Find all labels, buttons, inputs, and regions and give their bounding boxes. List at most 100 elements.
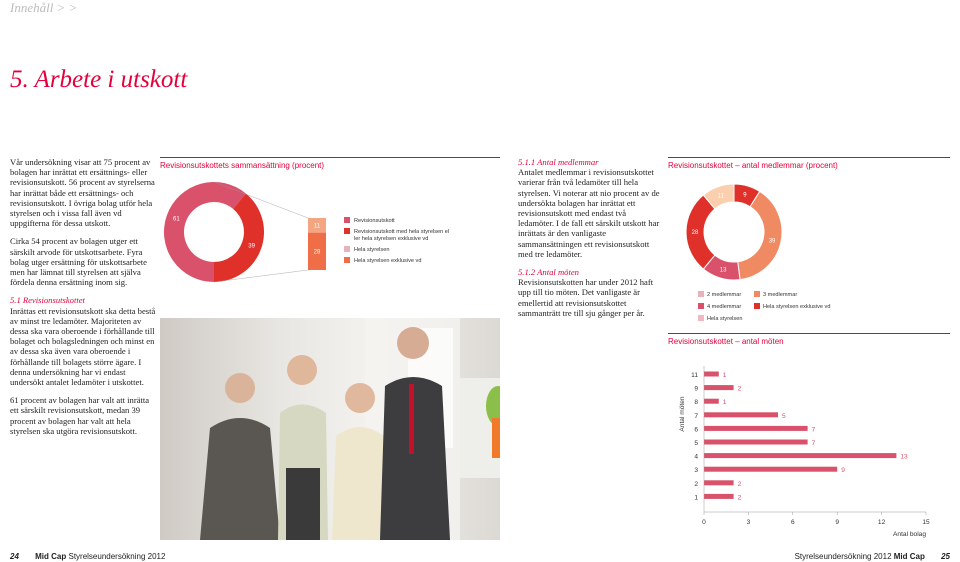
composition-chart-title: Revisionsutskottets sammansättning (proc… (160, 157, 500, 170)
legend-label-1: 3 medlemmar (763, 292, 797, 298)
bar-category-11: 11 (691, 372, 698, 379)
bar-category-9: 9 (694, 386, 698, 393)
bar-9 (704, 385, 734, 391)
footer-brand-right: Mid Cap (893, 552, 925, 561)
legend-swatch-2 (344, 246, 350, 252)
page-title: 5. Arbete i utskott (10, 66, 188, 93)
legend-swatch-3 (344, 257, 350, 263)
x-tick-label-15: 15 (922, 519, 930, 526)
x-tick-label-3: 3 (747, 519, 751, 526)
bar-value-3: 9 (841, 467, 845, 474)
breakdown-segment-0 (308, 218, 326, 233)
board-photo (160, 318, 500, 540)
breakdown-segment-1 (308, 232, 326, 270)
fee-paragraph: Cirka 54 procent av bolagen utger ett sä… (10, 236, 147, 288)
donut-label-1: 39 (769, 239, 776, 245)
footer-sub-left: Styrelseundersökning 2012 (68, 552, 166, 561)
donut-slice-3-medlemmar (737, 190, 783, 281)
bar-value-7: 5 (782, 413, 786, 420)
page-number-left: 24 (10, 552, 19, 561)
section-heading-5-1-2: 5.1.2 Antal möten (518, 267, 579, 278)
meetings-chart-title: Revisionsutskottet – antal möten (668, 333, 950, 346)
donut-label-4: 11 (718, 193, 725, 199)
donut-slice-4-medlemmar (685, 194, 716, 270)
footer-sub-right: Styrelseundersökning 2012 (794, 552, 892, 561)
footer-brand-left: Mid Cap (35, 552, 67, 561)
bar-7 (704, 412, 778, 418)
bar-category-3: 3 (694, 467, 698, 474)
donut-label-3: 28 (692, 230, 699, 236)
legend-swatch-0 (344, 217, 350, 223)
x-tick-label-0: 0 (702, 519, 706, 526)
bar-category-5: 5 (694, 440, 698, 447)
donut-slice-revisionsutskott (164, 182, 246, 282)
legend-label-2-0: Hela styrelsen (354, 247, 389, 253)
composition-chart-svg: 61 39 11 28 Revisionsutskott Revisionsutskott… (164, 181, 449, 283)
donut-slice-hela-styrelsen (214, 193, 264, 282)
intro-paragraph: Vår undersökning visar att 75 procent av… (10, 157, 155, 229)
bar-1 (704, 493, 734, 499)
bar-value-1: 2 (738, 494, 742, 501)
legend-swatch-3 (754, 303, 760, 309)
legend-swatch-1 (344, 228, 350, 234)
legend-label-1-1: ler hela styrelsen exklusive vd (354, 236, 428, 242)
legend-swatch-4 (698, 315, 704, 321)
middle-column: 5.1.1 Antal medlemmar Antalet medlemmar … (518, 157, 660, 326)
bar-value-2: 2 (738, 481, 742, 488)
legend-swatch-1 (754, 291, 760, 297)
x-axis-label: Antal bolag (893, 531, 926, 538)
legend-label-3-0: Hela styrelsen exklusive vd (354, 258, 421, 264)
bar-4 (704, 453, 897, 459)
bar-11 (704, 371, 719, 377)
donut-label-2: 13 (720, 267, 727, 273)
board-photo-illustration (200, 318, 500, 540)
legend-label-0-0: Revisionsutskott (354, 218, 395, 224)
footer-right: Styrelseundersökning 2012 Mid Cap 25 (795, 552, 950, 561)
bar-category-1: 1 (694, 494, 698, 501)
bar-2 (704, 480, 734, 486)
bar-5 (704, 439, 808, 445)
meetings-chart: Revisionsutskottet – antal möten 11 1 9 2 8 1… (668, 333, 950, 546)
bar-value-4: 13 (900, 454, 908, 461)
donut-label-0: 9 (743, 193, 747, 199)
x-tick-label-6: 6 (791, 519, 795, 526)
composition-chart: Revisionsutskottets sammansättning (proc… (160, 157, 500, 305)
bar-category-7: 7 (694, 413, 698, 420)
x-tick-label-9: 9 (835, 519, 839, 526)
legend-label-3: Hela styrelsen exklusive vd (763, 304, 830, 310)
page-number-right: 25 (941, 552, 950, 561)
legend-swatch-2 (698, 303, 704, 309)
donut-label-1: 39 (248, 244, 255, 250)
bar-value-6: 7 (812, 426, 816, 433)
bar-category-6: 6 (694, 426, 698, 433)
breadcrumb[interactable]: Innehåll > > (10, 0, 78, 15)
bar-3 (704, 466, 838, 472)
x-tick-label-12: 12 (878, 519, 886, 526)
bar-category-2: 2 (694, 481, 698, 488)
connector-bottom (213, 269, 309, 283)
donut-slice-hela-styrelsen-exklusive-vd (702, 183, 735, 210)
audit-committee-paragraph: Inrättas ett revisionsutskott ska detta … (10, 305, 156, 388)
bar-category-8: 8 (694, 399, 698, 406)
legend-swatch-0 (698, 291, 704, 297)
bar-6 (704, 425, 808, 431)
members-chart: Revisionsutskottet – antal medlemmar (pr… (668, 157, 950, 335)
bar-category-4: 4 (694, 454, 698, 461)
connector-top (213, 181, 309, 219)
bar-value-9: 2 (738, 386, 742, 393)
footer-left: 24 Mid Cap Styrelseundersökning 2012 (10, 552, 165, 561)
bar-value-11: 1 (723, 372, 727, 379)
section-heading-5-1: 5.1 Revisionsutskottet (10, 295, 85, 306)
section-heading-5-1-1: 5.1.1 Antal medlemmar (518, 157, 599, 167)
breakdown-label-1: 28 (314, 249, 321, 255)
members-paragraph: Antalet medlemmar i revisionsutskottet v… (518, 167, 660, 259)
bar-value-8: 1 (723, 399, 727, 406)
y-axis-label: Antal möten (679, 396, 686, 432)
members-chart-svg: 9 39 13 28 11 2 medlemmar 3 medlemmar 4 medlemm… (685, 183, 830, 322)
legend-label-4: Hela styrelsen (707, 316, 742, 322)
meetings-paragraph: Revisionsutskotten har under 2012 haft u… (518, 277, 654, 318)
legend-label-2: 4 medlemmar (707, 304, 741, 310)
legend-label-1-0: Revisionsutskott med hela styrelsen el (354, 229, 449, 235)
donut-label-0: 61 (173, 216, 180, 222)
